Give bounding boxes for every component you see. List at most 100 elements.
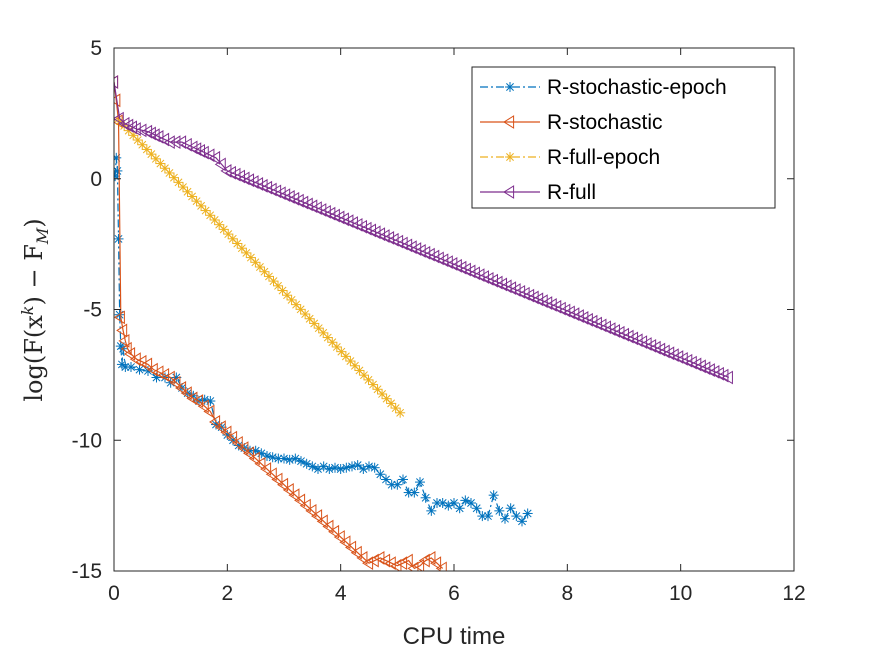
data-point bbox=[333, 210, 345, 225]
legend-marker bbox=[505, 82, 515, 92]
data-point bbox=[378, 229, 390, 243]
data-point bbox=[410, 242, 422, 256]
data-point bbox=[336, 346, 347, 357]
data-point bbox=[667, 348, 679, 363]
data-point bbox=[260, 462, 272, 476]
data-point bbox=[256, 178, 268, 193]
data-point bbox=[708, 365, 720, 379]
data-point bbox=[482, 271, 494, 286]
data-point bbox=[175, 381, 187, 395]
data-point bbox=[541, 296, 553, 310]
y-axis-title-sub: M bbox=[33, 227, 52, 245]
data-point bbox=[316, 514, 328, 529]
data-point bbox=[590, 316, 602, 331]
y-tick-label: 0 bbox=[90, 168, 102, 191]
legend-marker bbox=[505, 152, 515, 162]
data-point bbox=[401, 553, 413, 568]
data-point bbox=[282, 290, 293, 301]
x-tick-label: 10 bbox=[669, 582, 692, 605]
data-point bbox=[168, 172, 179, 183]
data-point bbox=[252, 177, 264, 191]
data-point bbox=[369, 462, 380, 473]
data-point bbox=[488, 490, 499, 501]
data-point bbox=[415, 477, 425, 488]
data-point bbox=[550, 299, 562, 314]
data-point bbox=[144, 126, 156, 141]
data-point bbox=[627, 331, 639, 346]
data-point bbox=[483, 511, 493, 522]
data-point bbox=[220, 164, 232, 178]
data-point bbox=[599, 320, 611, 335]
data-point bbox=[454, 503, 465, 514]
data-point bbox=[309, 318, 320, 329]
ticks-layer: 0 2 4 6 8 10 12 5 0 -5 -10 -15 bbox=[72, 37, 806, 605]
data-point bbox=[294, 493, 306, 508]
data-point bbox=[505, 281, 517, 296]
data-point bbox=[435, 561, 447, 571]
data-point bbox=[341, 462, 352, 473]
data-point bbox=[227, 233, 238, 244]
legend-marker bbox=[503, 185, 515, 199]
data-point bbox=[305, 503, 317, 518]
data-point bbox=[617, 327, 630, 342]
legend-label: R-full bbox=[547, 181, 596, 204]
data-point bbox=[279, 188, 291, 203]
data-point bbox=[337, 212, 349, 227]
data-point bbox=[500, 279, 512, 294]
data-point bbox=[282, 483, 294, 497]
data-point bbox=[277, 477, 289, 492]
data-point bbox=[248, 451, 260, 466]
data-point bbox=[350, 545, 362, 560]
data-point bbox=[517, 516, 527, 527]
data-point bbox=[581, 312, 593, 327]
data-point bbox=[471, 503, 482, 514]
data-point bbox=[134, 364, 145, 375]
data-point bbox=[398, 474, 408, 485]
data-point bbox=[291, 299, 302, 310]
data-point bbox=[663, 346, 675, 361]
data-point bbox=[155, 158, 166, 169]
data-point bbox=[116, 323, 128, 338]
data-point bbox=[324, 206, 336, 221]
data-point bbox=[186, 140, 198, 155]
data-point bbox=[114, 93, 121, 108]
data-point bbox=[690, 357, 702, 372]
series-layer bbox=[114, 75, 733, 571]
data-point bbox=[703, 363, 715, 377]
legend: R-stochastic-epoch R-stochastic R-full-epo… bbox=[471, 66, 776, 209]
data-point bbox=[717, 368, 729, 383]
data-point bbox=[333, 530, 345, 544]
data-point bbox=[428, 249, 440, 264]
data-point bbox=[430, 556, 442, 571]
y-axis-title: log(F(xk) − FM) bbox=[18, 218, 52, 401]
data-point bbox=[180, 386, 192, 401]
data-point bbox=[233, 169, 245, 184]
legend-box bbox=[471, 66, 776, 209]
data-point bbox=[409, 487, 420, 498]
legend-entry: R-full bbox=[480, 181, 596, 204]
data-point bbox=[676, 351, 688, 366]
data-point bbox=[419, 245, 431, 260]
data-point bbox=[622, 329, 634, 344]
series-R-stochastic-epoch bbox=[114, 152, 533, 527]
data-point bbox=[423, 247, 435, 262]
data-point bbox=[265, 467, 277, 482]
data-point bbox=[346, 216, 358, 230]
data-point bbox=[192, 394, 204, 408]
data-point bbox=[135, 123, 147, 138]
data-point bbox=[288, 191, 300, 206]
data-point bbox=[310, 201, 322, 216]
series-line bbox=[114, 81, 730, 379]
data-point bbox=[645, 338, 657, 353]
data-point bbox=[545, 298, 557, 312]
data-point bbox=[354, 365, 365, 376]
data-point bbox=[563, 305, 575, 320]
data-point bbox=[658, 344, 670, 359]
data-point bbox=[608, 324, 620, 338]
data-point bbox=[224, 165, 236, 180]
x-tick-label: 8 bbox=[561, 582, 573, 605]
data-point bbox=[322, 519, 334, 534]
legend-entry: R-full-epoch bbox=[480, 146, 660, 169]
legend-marker bbox=[503, 115, 515, 129]
